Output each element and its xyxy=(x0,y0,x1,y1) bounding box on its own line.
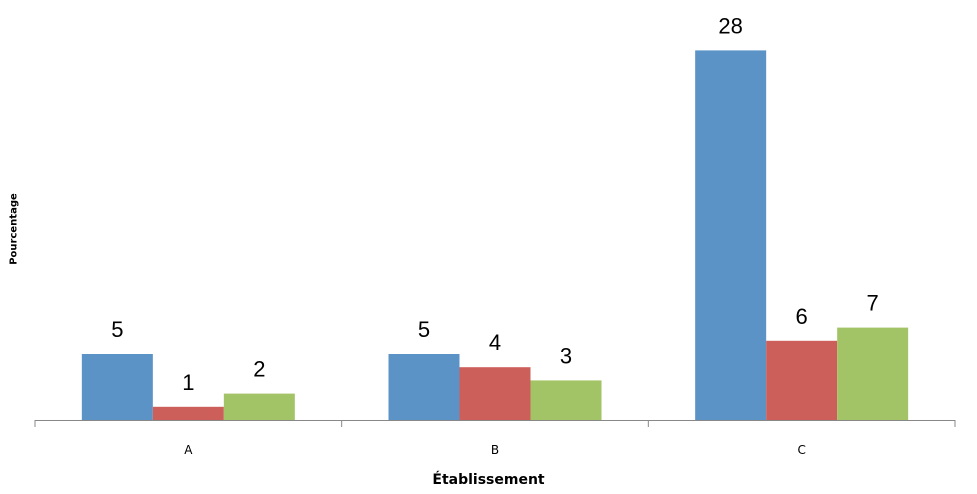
x-tick-label: A xyxy=(184,443,193,457)
x-tick-label: B xyxy=(491,443,499,457)
data-label: 5 xyxy=(111,317,123,342)
bar-b-series-1 xyxy=(389,354,460,420)
bar-b-series-3 xyxy=(531,380,602,420)
data-label: 4 xyxy=(489,330,501,355)
bar-a-series-1 xyxy=(82,354,153,420)
x-tick-labels-layer: A B C xyxy=(184,443,806,457)
data-label: 28 xyxy=(718,13,742,38)
data-label: 3 xyxy=(560,343,572,368)
bar-a-series-2 xyxy=(153,407,224,420)
bar-c-series-3 xyxy=(837,328,908,420)
x-tick-label: C xyxy=(797,443,805,457)
x-axis-label: Établissement xyxy=(0,472,977,488)
bars-layer xyxy=(82,50,908,420)
data-label: 2 xyxy=(253,357,265,382)
bar-a-series-3 xyxy=(224,394,295,420)
x-ticks-layer xyxy=(35,420,955,427)
data-label: 5 xyxy=(418,317,430,342)
data-label: 7 xyxy=(867,291,879,316)
bar-c-series-1 xyxy=(695,50,766,420)
bar-c-series-2 xyxy=(766,341,837,420)
data-label: 6 xyxy=(796,304,808,329)
bar-b-series-2 xyxy=(460,367,531,420)
data-label: 1 xyxy=(182,370,194,395)
y-axis-label: Pourcentage xyxy=(9,193,20,265)
